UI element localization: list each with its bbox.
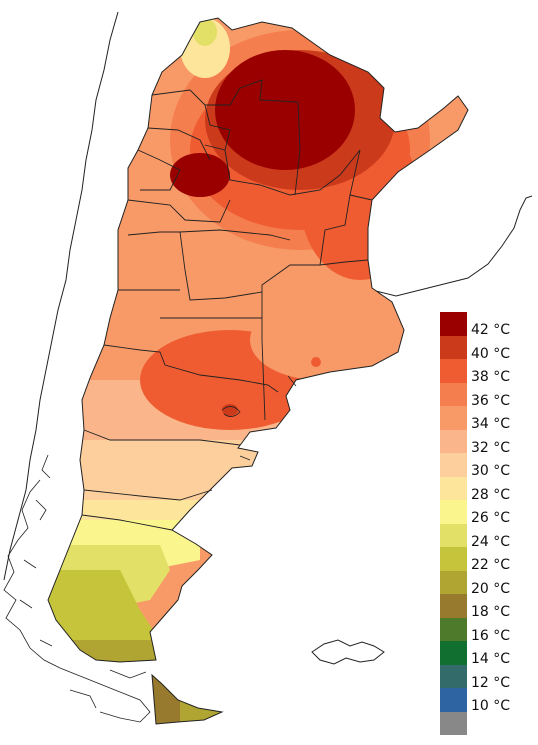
uruguay-outline (371, 195, 533, 297)
legend-swatch (440, 523, 467, 547)
legend-label: 14 °C (471, 651, 511, 667)
legend-swatch (440, 429, 467, 453)
legend-swatch (440, 594, 467, 618)
malvinas-islands (311, 639, 385, 665)
legend-swatch (440, 664, 467, 688)
legend-item: 14 °C (440, 641, 536, 667)
legend-item: 16 °C (440, 617, 536, 644)
legend-swatch (440, 500, 467, 524)
legend-swatch (440, 641, 467, 665)
legend-item: 32 °C (440, 429, 536, 456)
legend-label: 26 °C (471, 510, 511, 526)
legend-item: 22 °C (440, 547, 536, 573)
legend-swatch (440, 711, 467, 735)
legend-swatch (440, 617, 467, 641)
legend-label: 40 °C (471, 345, 511, 362)
legend-swatch (440, 335, 467, 359)
legend-swatch (440, 547, 467, 571)
legend-item: 30 °C (440, 453, 536, 479)
legend-swatch (440, 406, 467, 430)
legend-label: 28 °C (471, 486, 511, 503)
chile-coastline (3, 11, 119, 581)
legend-item: 42 °C (440, 312, 536, 338)
legend-item: 34 °C (440, 406, 536, 432)
legend-item: 38 °C (440, 359, 536, 385)
argentina-outline (47, 17, 469, 663)
legend-item: 10 °C (440, 688, 536, 714)
legend-label: 24 °C (471, 533, 511, 550)
legend-item: 18 °C (440, 594, 536, 620)
legend-label: 32 °C (471, 439, 511, 456)
legend-item: 20 °C (440, 570, 536, 597)
legend-label: 42 °C (471, 322, 511, 338)
legend-swatch (440, 570, 467, 594)
legend-label: 22 °C (471, 557, 511, 573)
legend-label: 16 °C (471, 627, 511, 644)
legend-label: 30 °C (471, 463, 511, 479)
legend-item: 40 °C (440, 335, 536, 362)
legend-swatch (440, 688, 467, 712)
legend-label: 36 °C (471, 392, 511, 409)
legend-swatch (440, 312, 467, 336)
legend-item: 26 °C (440, 500, 536, 526)
legend-swatch (440, 453, 467, 477)
tierra-del-fuego-outline (151, 673, 224, 725)
legend-swatch (440, 359, 467, 383)
legend-label: 20 °C (471, 580, 511, 597)
legend-item (440, 711, 536, 735)
chile-islands (3, 454, 151, 723)
legend-label: 10 °C (471, 698, 511, 714)
legend-label: 18 °C (471, 604, 511, 620)
tierra-del-fuego (152, 675, 222, 724)
legend-item: 28 °C (440, 476, 536, 503)
temperature-legend: 42 °C 40 °C 38 °C 36 °C 34 °C 32 °C 30 °C 28 °C… (440, 312, 536, 735)
legend-swatch (440, 476, 467, 500)
province-boundaries (81, 79, 373, 531)
legend-label: 12 °C (471, 674, 511, 691)
legend-item: 36 °C (440, 382, 536, 409)
legend-label: 38 °C (471, 369, 511, 385)
legend-swatch (440, 382, 467, 406)
legend-label: 34 °C (471, 416, 511, 432)
coast-bays (221, 375, 297, 461)
legend-item: 12 °C (440, 664, 536, 691)
legend-item: 24 °C (440, 523, 536, 550)
